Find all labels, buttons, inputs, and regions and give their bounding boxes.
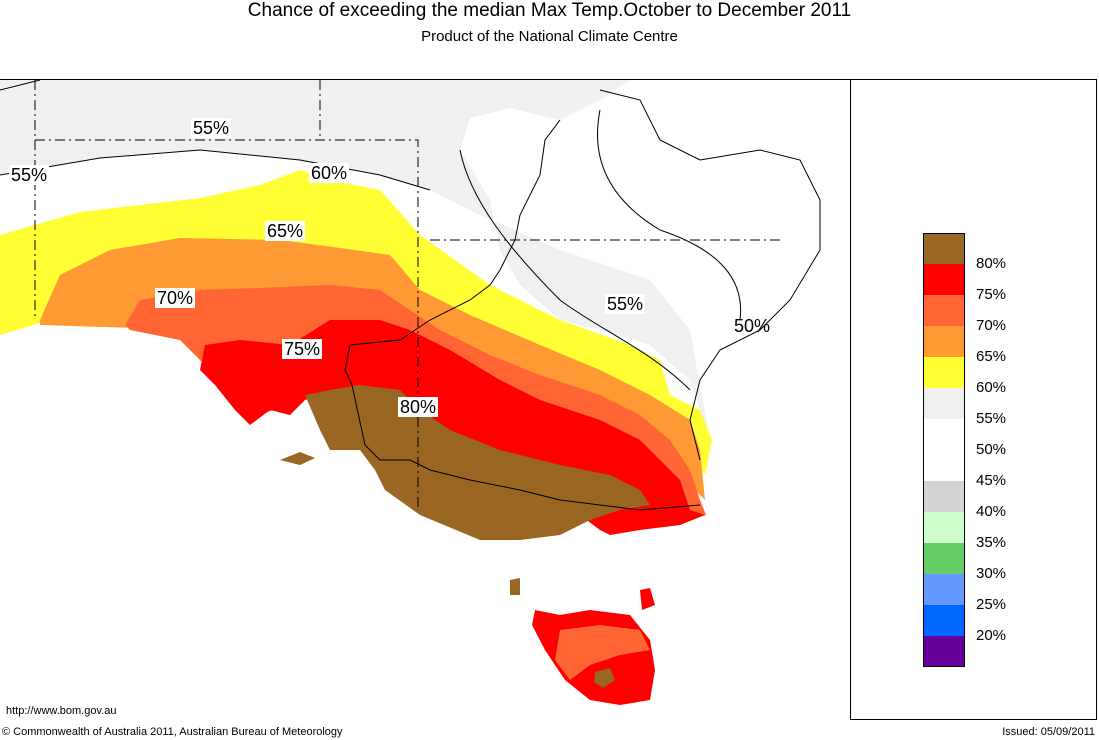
page-title: Chance of exceeding the median Max Temp.… bbox=[247, 0, 852, 21]
legend-label: 75% bbox=[976, 286, 1007, 303]
legend-swatch bbox=[923, 605, 965, 636]
legend-label: 55% bbox=[976, 410, 1007, 427]
contour-label-55-nw: 55% bbox=[191, 118, 232, 138]
legend-swatch bbox=[923, 512, 965, 543]
page-subtitle: Product of the National Climate Centre bbox=[421, 28, 678, 45]
legend-label: 60% bbox=[976, 379, 1007, 396]
legend-label: 65% bbox=[976, 348, 1007, 365]
island-flinders bbox=[640, 588, 655, 610]
legend-label: 45% bbox=[976, 472, 1007, 489]
copyright-notice: © Commonwealth of Australia 2011, Austra… bbox=[2, 726, 343, 738]
island-king bbox=[510, 578, 520, 595]
issued-date: Issued: 05/09/2011 bbox=[1002, 726, 1095, 738]
tasmania-70 bbox=[555, 625, 650, 680]
legend-divider bbox=[850, 80, 851, 720]
legend-swatch bbox=[923, 636, 965, 667]
legend-label: 40% bbox=[976, 503, 1007, 520]
contour-label-75: 75% bbox=[282, 339, 323, 359]
contour-label-80: 80% bbox=[398, 397, 439, 417]
legend-label: 20% bbox=[976, 627, 1007, 644]
legend-swatch bbox=[923, 574, 965, 605]
legend-label: 80% bbox=[976, 255, 1007, 272]
legend-swatch bbox=[923, 388, 965, 419]
legend-swatch bbox=[923, 419, 965, 450]
legend-swatch bbox=[923, 326, 965, 357]
zone-80 bbox=[305, 385, 650, 540]
contour-label-55-w: 55% bbox=[9, 165, 50, 185]
contour-label-60: 60% bbox=[309, 163, 350, 183]
probability-map bbox=[0, 80, 850, 720]
legend-label: 25% bbox=[976, 596, 1007, 613]
contour-label-70: 70% bbox=[155, 288, 196, 308]
legend-swatch bbox=[923, 450, 965, 481]
legend-swatch bbox=[923, 481, 965, 512]
legend-swatch bbox=[923, 233, 965, 264]
legend-swatch bbox=[923, 295, 965, 326]
tasmania-80 bbox=[594, 668, 615, 688]
legend-swatch bbox=[923, 264, 965, 295]
contour-label-55-e: 55% bbox=[605, 294, 646, 314]
contour-label-50-e: 50% bbox=[734, 316, 771, 336]
legend-swatch bbox=[923, 543, 965, 574]
legend-label: 35% bbox=[976, 534, 1007, 551]
island-ki bbox=[280, 452, 315, 465]
zone-55-north bbox=[0, 80, 710, 440]
legend-label: 70% bbox=[976, 317, 1007, 334]
bom-url[interactable]: http://www.bom.gov.au bbox=[6, 705, 117, 717]
legend-label: 50% bbox=[976, 441, 1007, 458]
legend-swatch bbox=[923, 357, 965, 388]
contour-label-65: 65% bbox=[265, 221, 306, 241]
legend-label: 30% bbox=[976, 565, 1007, 582]
